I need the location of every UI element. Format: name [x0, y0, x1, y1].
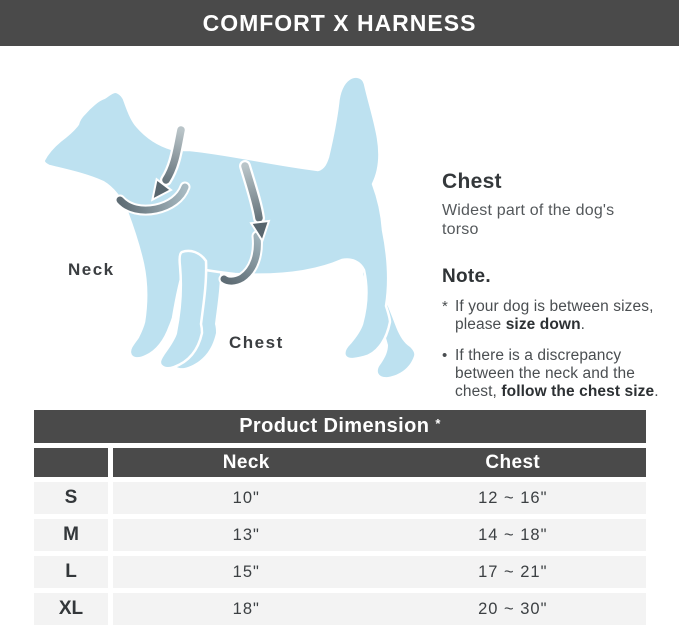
table-header-row: Neck Chest — [34, 448, 646, 477]
table-row: XL 18" 20 ~ 30" — [34, 593, 646, 625]
dog-silhouette-illustration — [42, 75, 415, 378]
table-corner-cell — [34, 448, 108, 477]
page-header: COMFORT X HARNESS — [0, 0, 679, 46]
note-title: Note. — [442, 266, 491, 287]
info-panel: Chest Widest part of the dog's torso Not… — [442, 170, 670, 401]
size-cell: L — [34, 556, 108, 588]
measurement-diagram: Neck Chest — [0, 46, 679, 406]
table-title-bar: Product Dimension * — [34, 410, 646, 443]
neck-value: 18" — [232, 599, 260, 618]
neck-value: 15" — [232, 562, 260, 581]
value-cells: 10" 12 ~ 16" — [113, 482, 646, 514]
neck-arrow-icon — [150, 124, 187, 202]
note-bullet-2: • If there is a discrepancy between the … — [442, 347, 668, 401]
chest-description: Widest part of the dog's torso — [442, 202, 615, 238]
chest-strap-icon — [218, 230, 263, 287]
size-cell: M — [34, 519, 108, 551]
table-row: S 10" 12 ~ 16" — [34, 482, 646, 514]
value-cells: 15" 17 ~ 21" — [113, 556, 646, 588]
value-cells: 18" 20 ~ 30" — [113, 593, 646, 625]
table-column-headers: Neck Chest — [113, 448, 646, 477]
chest-value: 14 ~ 18" — [478, 525, 548, 544]
asterisk-bullet-icon: * — [442, 298, 448, 315]
chest-section-title: Chest — [442, 170, 502, 193]
dog-near-front-leg — [158, 249, 208, 370]
neck-value: 13" — [232, 525, 260, 544]
dot-bullet-icon: • — [442, 347, 448, 364]
page-title: COMFORT X HARNESS — [202, 9, 477, 36]
table-title-asterisk: * — [435, 416, 441, 431]
chest-value: 17 ~ 21" — [478, 562, 548, 581]
neck-value: 10" — [232, 488, 260, 507]
table-row: M 13" 14 ~ 18" — [34, 519, 646, 551]
chest-value: 12 ~ 16" — [478, 488, 548, 507]
chest-value: 20 ~ 30" — [478, 599, 548, 618]
note-bullet-1: * If your dog is between sizes, please s… — [442, 298, 668, 334]
note-bullet-2-text: If there is a discrepancy between the ne… — [455, 347, 659, 400]
size-cell: XL — [34, 593, 108, 625]
dog-body — [42, 75, 392, 361]
neck-diagram-label: Neck — [68, 260, 115, 279]
table-title: Product Dimension — [239, 415, 430, 437]
note-bullet-1-text: If your dog is between sizes, please siz… — [455, 298, 654, 333]
value-cells: 13" 14 ~ 18" — [113, 519, 646, 551]
table-row: L 15" 17 ~ 21" — [34, 556, 646, 588]
product-dimension-table: Product Dimension * Neck Chest S 10" 12 … — [34, 410, 646, 625]
chest-arrow-icon — [239, 160, 271, 244]
column-header-neck: Neck — [222, 451, 270, 473]
neck-strap-icon — [114, 181, 191, 216]
column-header-chest: Chest — [485, 451, 541, 473]
chest-diagram-label: Chest — [229, 333, 284, 352]
size-cell: S — [34, 482, 108, 514]
